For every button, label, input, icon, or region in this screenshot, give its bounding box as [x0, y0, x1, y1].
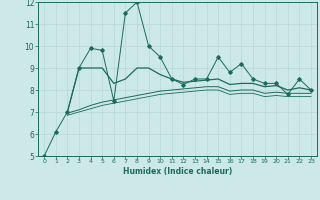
X-axis label: Humidex (Indice chaleur): Humidex (Indice chaleur) — [123, 167, 232, 176]
